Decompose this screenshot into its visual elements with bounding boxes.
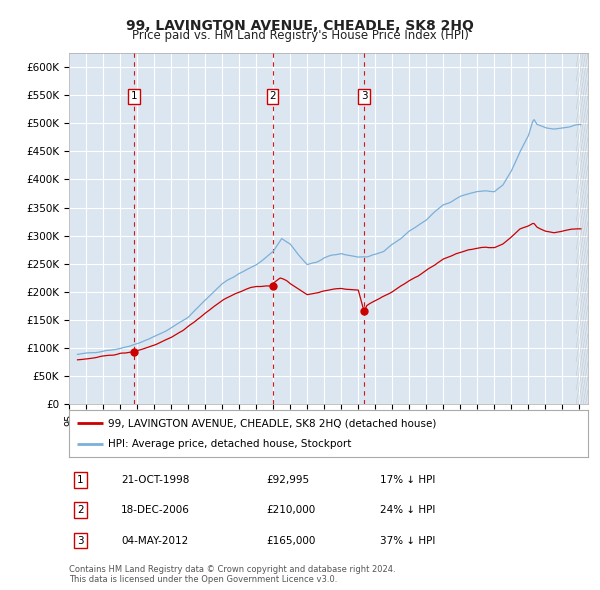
- Text: £210,000: £210,000: [266, 506, 316, 515]
- Text: 2: 2: [77, 506, 84, 515]
- Text: Contains HM Land Registry data © Crown copyright and database right 2024.: Contains HM Land Registry data © Crown c…: [69, 565, 395, 574]
- Text: HPI: Average price, detached house, Stockport: HPI: Average price, detached house, Stoc…: [108, 439, 352, 449]
- Text: 24% ↓ HPI: 24% ↓ HPI: [380, 506, 436, 515]
- Text: £92,995: £92,995: [266, 475, 310, 485]
- Text: 3: 3: [361, 91, 367, 101]
- Text: 99, LAVINGTON AVENUE, CHEADLE, SK8 2HQ (detached house): 99, LAVINGTON AVENUE, CHEADLE, SK8 2HQ (…: [108, 418, 436, 428]
- Text: 04-MAY-2012: 04-MAY-2012: [121, 536, 188, 546]
- Text: 2: 2: [269, 91, 276, 101]
- Text: 21-OCT-1998: 21-OCT-1998: [121, 475, 189, 485]
- Text: Price paid vs. HM Land Registry's House Price Index (HPI): Price paid vs. HM Land Registry's House …: [131, 30, 469, 42]
- Text: 1: 1: [77, 475, 84, 485]
- Text: £165,000: £165,000: [266, 536, 316, 546]
- Text: 18-DEC-2006: 18-DEC-2006: [121, 506, 190, 515]
- Text: This data is licensed under the Open Government Licence v3.0.: This data is licensed under the Open Gov…: [69, 575, 337, 584]
- Text: 37% ↓ HPI: 37% ↓ HPI: [380, 536, 436, 546]
- Text: 99, LAVINGTON AVENUE, CHEADLE, SK8 2HQ: 99, LAVINGTON AVENUE, CHEADLE, SK8 2HQ: [126, 19, 474, 33]
- Text: 3: 3: [77, 536, 84, 546]
- Text: 17% ↓ HPI: 17% ↓ HPI: [380, 475, 436, 485]
- Text: 1: 1: [130, 91, 137, 101]
